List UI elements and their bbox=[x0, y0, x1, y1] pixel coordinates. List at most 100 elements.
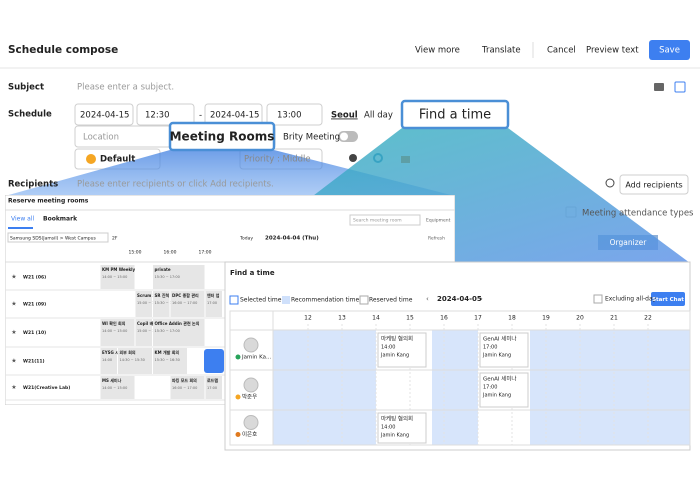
booking-time: 15:00 ~ 15:30 bbox=[137, 301, 162, 305]
selected-slot[interactable] bbox=[204, 349, 224, 373]
room-name: W21 (06) bbox=[23, 275, 46, 281]
callout-label: Meeting Rooms bbox=[170, 130, 275, 144]
header-action[interactable]: Translate bbox=[481, 46, 521, 56]
save-button[interactable] bbox=[649, 40, 690, 60]
category-dot bbox=[86, 154, 96, 164]
callout-label: Find a time bbox=[419, 108, 491, 123]
mail-icon[interactable] bbox=[654, 83, 664, 91]
timezone-link[interactable]: Seoul bbox=[331, 111, 358, 121]
booking-title: 로드맵 bbox=[207, 377, 218, 383]
placeholder: Location bbox=[83, 133, 119, 143]
label: Default bbox=[100, 155, 135, 165]
star-icon: ★ bbox=[11, 358, 16, 365]
person-name: 이은호 bbox=[242, 430, 257, 438]
save-label[interactable]: Save bbox=[659, 46, 680, 56]
booking bbox=[170, 376, 205, 399]
booking bbox=[118, 348, 152, 374]
start-time-select[interactable] bbox=[136, 103, 195, 126]
hour-label: 16:00 bbox=[164, 250, 177, 256]
header-action[interactable]: View more bbox=[415, 46, 460, 56]
event bbox=[479, 372, 529, 408]
event-time: 17:00 bbox=[483, 385, 497, 391]
booking-time: 15:30 ~ 17:00 bbox=[155, 329, 180, 333]
booking bbox=[170, 291, 205, 317]
booking-title: 파킹 모드 회의 bbox=[172, 377, 197, 383]
booking-time: 14:00 ~ 15:00 bbox=[102, 386, 127, 390]
booking-title: Copil 배입 작업 bbox=[137, 320, 166, 326]
booking-title: DPC 종합 관리 bbox=[172, 292, 199, 298]
placeholder: Search meeting room bbox=[353, 218, 402, 224]
booking-time: 17:00 bbox=[207, 301, 217, 305]
search-icon[interactable] bbox=[605, 178, 615, 188]
add-recipients-button[interactable] bbox=[619, 174, 689, 195]
room-name: W21 (09) bbox=[23, 302, 46, 308]
start-date-input[interactable] bbox=[74, 103, 134, 126]
booking bbox=[205, 291, 222, 317]
star-icon: ★ bbox=[11, 301, 16, 308]
label: Brity Meeting bbox=[283, 133, 340, 143]
booking bbox=[153, 348, 187, 374]
next-arrow[interactable]: › bbox=[480, 295, 483, 303]
hour-label: 14 bbox=[372, 315, 380, 322]
start-chat-button[interactable] bbox=[651, 292, 685, 306]
legend-item: Selected time bbox=[240, 297, 282, 304]
booking-title: MS 세미나 bbox=[102, 377, 122, 383]
label: 2024-04-05 bbox=[437, 295, 482, 303]
star-icon: ★ bbox=[11, 384, 16, 391]
booking bbox=[135, 291, 152, 317]
status-dot bbox=[235, 432, 241, 437]
hour-label: 16 bbox=[440, 315, 448, 322]
booking-title: Office Addin 관련 논의 bbox=[155, 320, 200, 326]
tab[interactable]: View all bbox=[11, 216, 34, 223]
label: 2F bbox=[112, 236, 118, 242]
hour-label: 22 bbox=[644, 315, 652, 322]
booking bbox=[100, 265, 135, 289]
toggle-knob bbox=[340, 132, 348, 141]
header-action[interactable]: Cancel bbox=[547, 46, 576, 56]
callout-box bbox=[400, 99, 510, 130]
booking-time: 14:00 ~ 15:00 bbox=[102, 329, 127, 333]
field-label: Recipients bbox=[8, 180, 58, 190]
prev-arrow[interactable]: ‹ bbox=[426, 295, 429, 303]
hour-label: 17 bbox=[474, 315, 482, 322]
recommendation-band bbox=[432, 330, 478, 445]
event-owner: Jamin Kang bbox=[482, 393, 511, 399]
recommendation-band bbox=[273, 330, 376, 445]
booking-time: 16:00 ~ 17:00 bbox=[172, 301, 197, 305]
calendar-icon[interactable] bbox=[674, 81, 686, 93]
booking bbox=[100, 376, 135, 399]
label: Priority : Middle bbox=[244, 155, 311, 165]
button-label[interactable]: Start Chat bbox=[652, 297, 684, 303]
label: 12:30 bbox=[145, 111, 170, 121]
event-title: 마케팅 협의회 bbox=[381, 415, 413, 423]
star-icon: ★ bbox=[11, 274, 16, 281]
label: Refresh bbox=[428, 236, 445, 242]
person-name: Jamin Ka... bbox=[241, 355, 271, 361]
booking-time: 15:00 ~ 15:30 bbox=[137, 329, 162, 333]
booking-time: 17:00 bbox=[207, 386, 217, 390]
hour-label: 12 bbox=[304, 315, 312, 322]
event-owner: Jamin Kang bbox=[380, 353, 409, 359]
event-owner: Jamin Kang bbox=[380, 433, 409, 439]
booking-time: 14:00 ~ 15:00 bbox=[102, 275, 127, 279]
person-name: 박준우 bbox=[242, 393, 257, 401]
button-label[interactable]: Add recipients bbox=[625, 181, 682, 190]
hour-label: 18 bbox=[508, 315, 516, 322]
tab[interactable]: Bookmark bbox=[43, 216, 78, 223]
bell-icon[interactable] bbox=[349, 154, 357, 162]
event-title: GenAI 세미나 bbox=[483, 375, 516, 383]
event-time: 14:00 bbox=[381, 425, 395, 431]
hour-label: 20 bbox=[576, 315, 584, 322]
end-time-select[interactable] bbox=[266, 103, 323, 126]
booking-time: 14:00 bbox=[102, 358, 112, 362]
find-panel: Find a time Selected time Recommendation t… bbox=[224, 261, 691, 451]
booking bbox=[205, 376, 222, 399]
room-name: W21 (10) bbox=[23, 330, 46, 336]
header-action[interactable]: Preview text bbox=[586, 46, 639, 56]
field-label: Schedule bbox=[8, 110, 52, 120]
panel-title: Reserve meeting rooms bbox=[8, 198, 89, 205]
label: All day bbox=[364, 111, 393, 121]
booking-title: 엔터 업 bbox=[207, 292, 220, 298]
callout-box bbox=[168, 121, 276, 152]
booking-title: WI 확인 회의 bbox=[102, 320, 126, 326]
